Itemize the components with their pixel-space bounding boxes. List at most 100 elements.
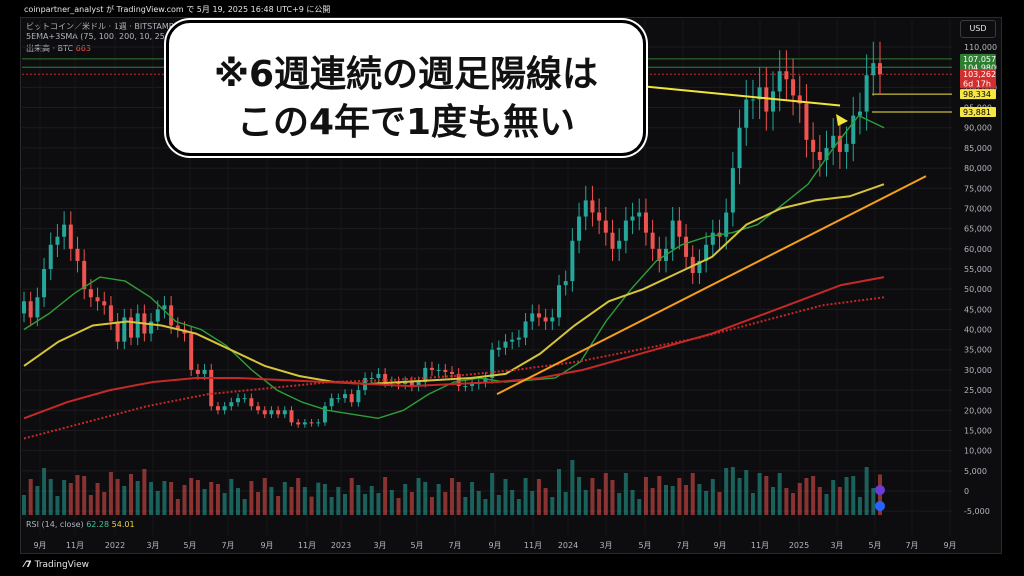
volume-bar [623,473,628,515]
volume-bar [222,493,227,515]
volume-bar [309,496,314,515]
candle-body [724,212,729,237]
x-tick-label: 3月 [830,541,843,550]
volume-bar [68,483,73,515]
candle-body [102,301,107,306]
rsi-value-2: 54.01 [111,520,135,529]
x-tick-label: 11月 [298,541,316,550]
volume-value: 663 [75,44,91,53]
volume-bar [108,472,113,515]
volume-bar [169,482,174,515]
volume-bar [42,468,47,515]
volume-bar [657,476,662,515]
candle-body [730,168,735,213]
candle-body [697,260,702,274]
volume-bar [664,485,668,515]
candle-body [771,91,775,112]
volume-bar [697,484,702,515]
candle-body [617,240,622,249]
y-tick-label: 45,000 [964,305,992,314]
volume-legend: 出来高 · BTC 663 [26,43,91,54]
candle-body [162,305,167,310]
candle-body [550,317,555,322]
candle-body [677,220,682,237]
candle-body [175,325,180,330]
ma-yellow-line [23,183,885,386]
price-badge-label: 107,057 [963,55,996,64]
candle-body [189,333,194,370]
volume-bar [523,478,528,515]
tradingview-brand: TradingView [34,560,90,570]
candle-body [62,224,67,237]
candle-body [356,390,361,403]
volume-bar [871,488,876,515]
indicator-legend: 5EMA+3SMA (75, 100, 200, 10, 25, 75, ... [26,32,193,41]
volume-bar [142,469,147,515]
volume-bar [797,483,802,515]
volume-bar [643,477,648,515]
candle-body [837,135,842,152]
candle-body [276,410,281,415]
candle-body [637,212,642,217]
y-tick-label: 20,000 [964,406,992,415]
volume-bar [236,488,240,515]
price-badge [960,89,996,100]
candle-body [122,317,127,342]
volume-bar [363,494,368,515]
volume-bar [784,488,789,515]
volume-bar [383,477,388,515]
candle-body [857,111,862,116]
x-tick-label: 9月 [943,541,956,550]
candle-body [583,200,588,217]
volume-bar [470,482,475,515]
y-tick-label: 80,000 [964,164,992,173]
candle-body [436,369,441,371]
volume-bar [195,480,200,515]
volume-bar [429,497,434,515]
candle-body [88,289,93,298]
volume-bar [831,480,836,515]
candle-body [643,212,648,233]
rsi-label: RSI (14, close) [26,520,84,529]
candle-body [155,309,160,322]
x-tick-label: 11月 [524,541,542,550]
candle-body [510,339,515,342]
rsi-value-1: 62.28 [86,520,110,529]
volume-bar [650,488,655,515]
candle-body [423,367,428,383]
candle-body [28,301,33,318]
y-tick-label: 75,000 [964,184,992,193]
volume-bar [28,479,33,515]
candle-body [322,406,327,423]
candle-body [48,244,53,269]
volume-bar [750,493,755,515]
y-tick-label: 55,000 [964,265,992,274]
volume-bar [503,479,508,515]
volume-bar [804,478,809,515]
volume-bar [704,491,709,515]
callout-line-1: ※6週連続の週足陽線は [213,54,599,95]
candle-body [811,139,816,152]
candle-body [249,398,254,407]
x-tick-label: 3月 [373,541,386,550]
volume-bar [276,496,281,515]
x-tick-label: 2022 [105,541,125,550]
volume-bar [824,494,829,515]
volume-bar [744,470,749,515]
x-tick-label: 9月 [260,541,273,550]
volume-bar [322,484,327,515]
volume-bar [817,487,822,515]
volume-bar [389,490,394,515]
volume-bar [851,476,856,515]
candle-body [443,369,448,372]
y-tick-label: 25,000 [964,386,992,395]
volume-bar [162,481,167,515]
candle-body [737,127,742,169]
volume-bar [864,467,869,515]
candle-body [115,321,120,342]
candle-body [282,410,287,415]
volume-bar [597,489,602,515]
price-badge-label: 93,881 [963,108,991,117]
ma-red-dotted-line [23,296,885,440]
currency-button[interactable]: USD [960,20,996,38]
